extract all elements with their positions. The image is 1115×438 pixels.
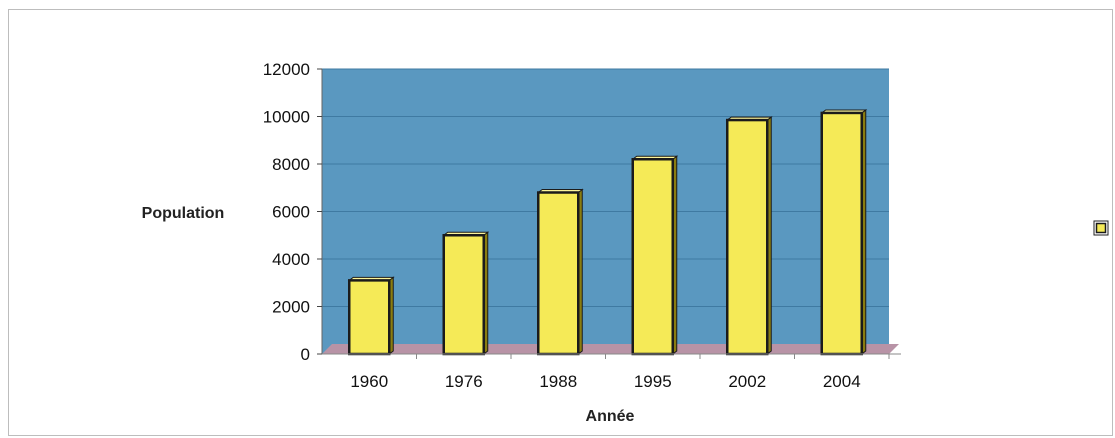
x-tick-labels: 1960 1976 1988 1995 2002 2004 xyxy=(350,354,890,391)
x-tick-label: 2002 xyxy=(728,372,766,391)
plot-floor xyxy=(322,344,899,354)
y-tick-label: 2000 xyxy=(272,298,310,317)
bar-1976 xyxy=(442,231,490,356)
y-tick-label: 12000 xyxy=(263,60,310,79)
bar-front xyxy=(442,234,485,356)
y-tick-labels: 0 2000 4000 6000 8000 10000 12000 xyxy=(263,60,322,364)
y-tick-label: 8000 xyxy=(272,155,310,174)
bar-front xyxy=(348,279,391,356)
legend-swatch-fill xyxy=(1095,222,1107,234)
gridlines xyxy=(322,68,889,307)
bar-2002 xyxy=(725,116,773,356)
y-tick-label: 10000 xyxy=(263,108,310,127)
bar-1960 xyxy=(347,276,395,356)
x-tick-label: 1976 xyxy=(445,372,483,391)
legend xyxy=(1093,220,1109,236)
bar-2004 xyxy=(820,108,868,356)
y-tick-label: 0 xyxy=(301,345,310,364)
y-axis-title: Population xyxy=(142,205,225,222)
bar-1988 xyxy=(536,188,584,356)
bar-1995 xyxy=(631,155,679,356)
x-tick-label: 2004 xyxy=(823,372,861,391)
x-tick-label: 1960 xyxy=(350,372,388,391)
y-tick-label: 4000 xyxy=(272,250,310,269)
x-tick-label: 1988 xyxy=(539,372,577,391)
x-tick-label: 1995 xyxy=(634,372,672,391)
bar-front xyxy=(631,158,674,356)
bar-front xyxy=(537,191,580,356)
bar-front xyxy=(820,111,863,356)
y-tick-label: 6000 xyxy=(272,203,310,222)
bar-front xyxy=(726,118,769,356)
legend-swatch xyxy=(1093,220,1109,236)
x-axis-title: Année xyxy=(586,408,635,425)
